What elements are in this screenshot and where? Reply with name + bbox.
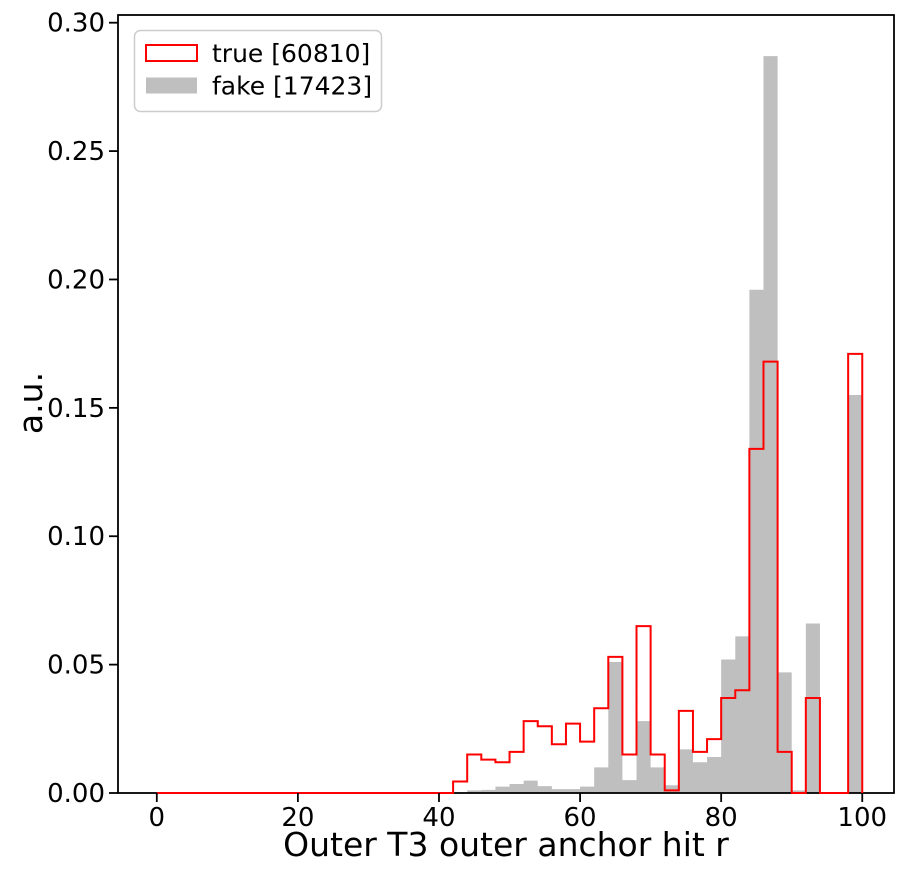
legend-label-fake: fake [17423]	[212, 72, 372, 101]
x-tick-label: 60	[564, 803, 597, 833]
y-tick-label: 0.10	[47, 522, 105, 552]
y-tick-label: 0.15	[47, 394, 105, 424]
y-tick-label: 0.30	[47, 9, 105, 39]
legend: true [60810] fake [17423]	[133, 29, 383, 113]
legend-swatch-true	[145, 44, 198, 62]
y-tick-label: 0.25	[47, 137, 105, 167]
y-axis-ticks	[109, 21, 118, 794]
y-tick-label: 0.00	[47, 779, 105, 809]
axes-box	[117, 14, 895, 794]
x-tick-label: 0	[149, 803, 166, 833]
x-tick-label: 20	[281, 803, 314, 833]
legend-swatch-fake	[146, 77, 197, 94]
y-tick-label: 0.05	[47, 651, 105, 681]
x-tick-label: 80	[705, 803, 738, 833]
x-axis-ticks	[155, 793, 864, 802]
x-tick-label: 100	[837, 803, 887, 833]
y-axis-label: a.u.	[11, 372, 50, 434]
x-tick-label: 40	[422, 803, 455, 833]
true-histogram-outline	[156, 352, 864, 794]
legend-label-true: true [60810]	[212, 39, 370, 68]
y-tick-label: 0.20	[47, 265, 105, 295]
x-axis-label: Outer T3 outer anchor hit r	[283, 825, 729, 864]
fake-histogram-area	[156, 56, 863, 793]
y-axis-tick-labels: 0.00 0.05 0.10 0.15 0.20 0.25 0.30	[47, 9, 105, 809]
x-axis-tick-labels: 0 20 40 60 80 100	[149, 803, 888, 833]
